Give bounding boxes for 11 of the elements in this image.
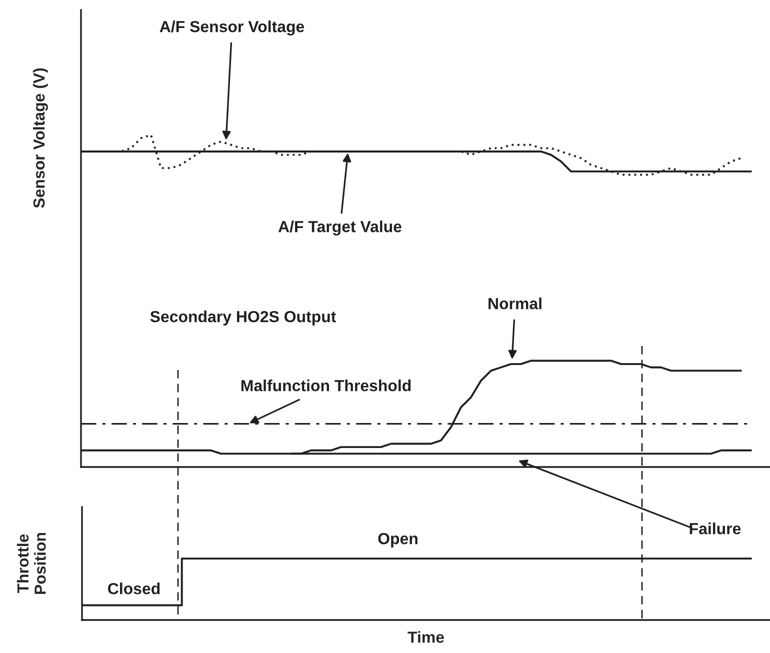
y-axis-title: Throttle Position [16, 532, 46, 594]
annotation: Malfunction Threshold [241, 380, 411, 392]
y-axis-title: Sensor Voltage (V) [32, 68, 48, 208]
x-axis-title: Time [408, 631, 444, 643]
annotation: Normal [488, 298, 542, 310]
annotation: A/F Sensor Voltage [160, 20, 304, 36]
text: Failure [690, 522, 741, 534]
annotation: Closed [108, 582, 160, 594]
text: Open [378, 532, 418, 548]
annotation: Secondary HO2S Output [150, 310, 336, 326]
annotation: A/F Target Value [278, 220, 402, 236]
